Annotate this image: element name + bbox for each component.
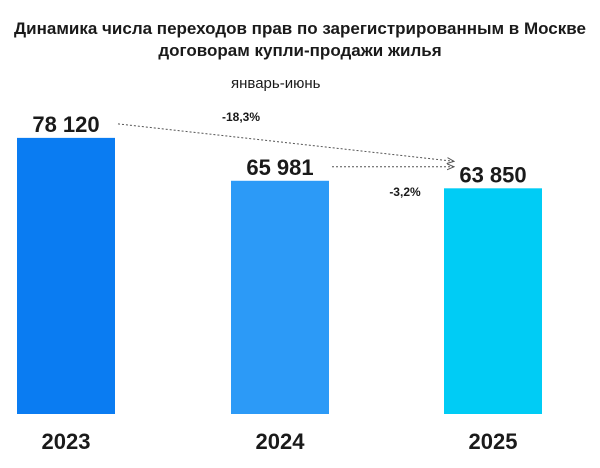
annotation-label-2023-2025: -18,3% (222, 110, 260, 124)
bar-2024 (231, 180, 329, 414)
value-label-2025: 63 850 (459, 162, 526, 187)
annotation-label-2024-2025: -3,2% (389, 185, 421, 199)
value-label-2024: 65 981 (246, 155, 313, 180)
bar-2025 (444, 188, 542, 414)
category-label-2025: 2025 (469, 429, 518, 454)
annotation-arrow-2023-2025 (117, 123, 454, 161)
chart-title: Динамика числа переходов прав по зарегис… (14, 19, 586, 60)
category-label-2023: 2023 (42, 429, 91, 454)
category-label-2024: 2024 (256, 429, 306, 454)
value-label-2023: 78 120 (32, 112, 99, 137)
bar-2023 (17, 137, 115, 414)
chart-subtitle: январь-июнь (231, 75, 321, 92)
